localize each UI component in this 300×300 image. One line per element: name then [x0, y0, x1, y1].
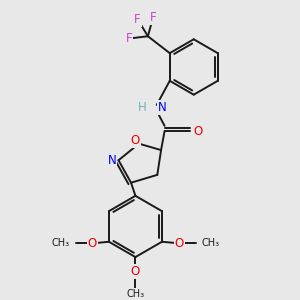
Text: CH₃: CH₃ — [52, 238, 70, 248]
Text: O: O — [193, 124, 202, 138]
Text: CH₃: CH₃ — [126, 289, 145, 299]
Text: O: O — [88, 237, 97, 250]
Text: O: O — [131, 134, 140, 147]
Text: O: O — [175, 237, 184, 250]
Text: H: H — [137, 101, 146, 114]
Text: CH₃: CH₃ — [202, 238, 220, 248]
Text: N: N — [108, 154, 116, 167]
Text: F: F — [150, 11, 156, 24]
Text: F: F — [134, 13, 141, 26]
Text: F: F — [126, 32, 132, 45]
Text: O: O — [131, 265, 140, 278]
Text: N: N — [158, 101, 167, 114]
